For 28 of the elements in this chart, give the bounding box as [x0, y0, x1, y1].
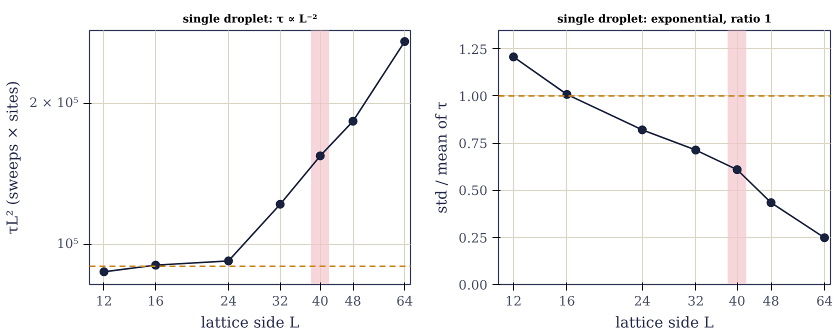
- y-tick-label: 1.25: [458, 42, 488, 58]
- x-tick-label: 32: [272, 294, 288, 310]
- y-tick-label: 0.00: [458, 278, 488, 294]
- x-tick-label: 24: [220, 294, 237, 310]
- y-axis-title: std / mean of τ: [432, 101, 451, 214]
- y-tick-label: 0.50: [458, 184, 488, 200]
- x-tick-label: 40: [728, 294, 746, 310]
- y-axis-title: τL² (sweeps × sites): [3, 80, 22, 234]
- x-tick-label: 12: [505, 294, 522, 310]
- x-tick-label: 16: [558, 294, 576, 310]
- y-tick-label: 0.75: [458, 137, 488, 152]
- y-tick-label: 1.00: [458, 90, 488, 105]
- x-axis-title: lattice side L: [200, 314, 300, 332]
- x-tick-label: 48: [762, 294, 780, 310]
- x-tick-label: 40: [312, 294, 329, 310]
- x-tick-label: 48: [344, 294, 362, 310]
- x-tick-label: 16: [147, 294, 164, 310]
- y-tick-label: 2 × 10⁵: [29, 96, 79, 111]
- y-tick-label: 10⁵: [56, 236, 79, 252]
- x-tick-label: 12: [96, 294, 112, 310]
- x-axis-title: lattice side L: [615, 314, 714, 332]
- x-tick-label: 64: [816, 294, 833, 310]
- y-tick-label: 0.25: [458, 231, 488, 246]
- x-tick-label: 24: [634, 294, 651, 310]
- x-tick-label: 64: [396, 294, 413, 310]
- chart-title: single droplet: τ ∝ L⁻²: [182, 12, 318, 26]
- chart-title: single droplet: exponential, ratio 1: [557, 12, 772, 26]
- x-tick-label: 32: [687, 294, 704, 310]
